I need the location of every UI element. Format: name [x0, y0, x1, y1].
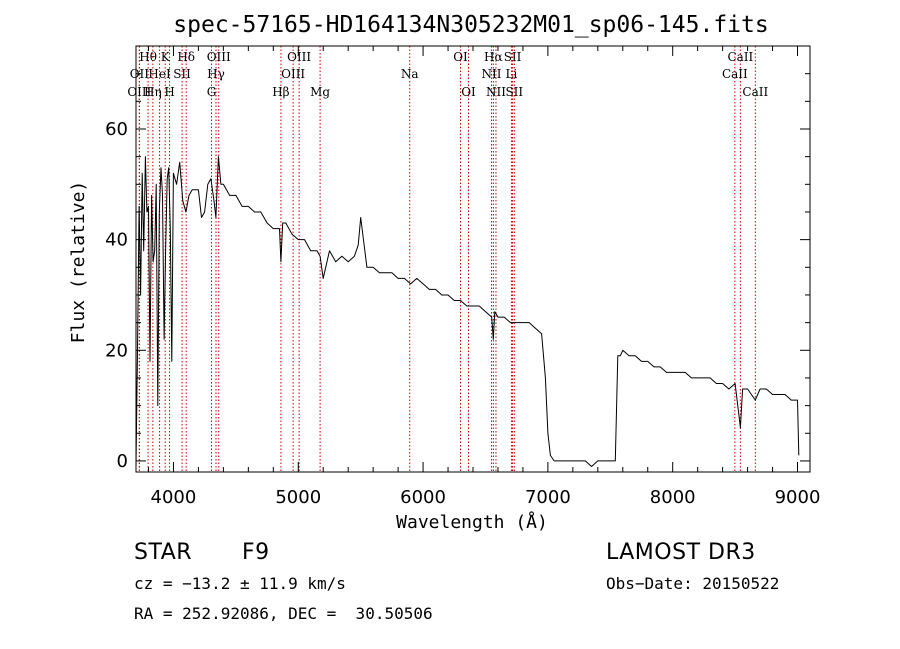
series-group — [135, 156, 800, 467]
line-marker-label: OIII — [287, 50, 311, 64]
line-marker-label: H — [164, 85, 174, 99]
line-marker-label: OIII — [127, 85, 151, 99]
line-marker-label: Hβ — [272, 85, 289, 99]
line-marker-label: Hη — [144, 85, 162, 99]
line-marker-label: SII — [504, 50, 522, 64]
obs-date: Obs−Date: 20150522 — [606, 574, 780, 593]
line-marker-label: Li — [506, 67, 518, 81]
x-axis-label: Wavelength (Å) — [396, 511, 548, 533]
x-tick-label: 8000 — [650, 487, 696, 508]
x-tick-label: 4000 — [151, 487, 197, 508]
object-type: STAR — [134, 540, 193, 565]
coordinates: RA = 252.92086, DEC = 30.50506 — [134, 604, 433, 623]
y-tick-label: 40 — [105, 230, 128, 251]
spectrum-line — [135, 156, 800, 467]
line-marker-label: OIII — [207, 50, 231, 64]
line-marker-label: Hα — [484, 50, 503, 64]
x-tick-label: 6000 — [400, 487, 446, 508]
survey-name: LAMOST DR3 — [606, 540, 756, 565]
x-tick-label: 5000 — [275, 487, 321, 508]
line-marker-label: G — [207, 85, 217, 99]
line-marker-label: CaII — [722, 67, 748, 81]
y-tick-label: 0 — [117, 451, 128, 472]
line-marker-label: OIII — [281, 67, 305, 81]
x-tick-label: 9000 — [775, 487, 821, 508]
plot-frame — [135, 45, 811, 473]
line-marker-label: SII — [505, 85, 523, 99]
x-tick-label: 7000 — [525, 487, 571, 508]
line-marker-label: Mg — [310, 85, 330, 99]
axes: 4000 5000 6000 7000 8000 9000 0 20 40 60 — [105, 45, 821, 508]
y-tick-label: 20 — [105, 340, 128, 361]
line-marker-label: CaII — [727, 50, 753, 64]
line-marker-label: OI — [453, 50, 468, 64]
line-marker-label: NII — [481, 67, 501, 81]
line-marker-label: HeI — [148, 67, 171, 81]
line-marker-label: Hδ — [177, 50, 195, 64]
y-axis-label: Flux (relative) — [68, 181, 89, 344]
spectrum-chart: spec-57165-HD164134N305232M01_sp06-145.f… — [68, 12, 821, 533]
redshift-cz: cz = −13.2 ± 11.9 km/s — [134, 574, 346, 593]
y-tick-label: 60 — [105, 119, 128, 140]
line-marker-label: NII — [486, 85, 506, 99]
line-marker-label: SII — [173, 67, 191, 81]
line-marker-label: K — [161, 50, 171, 64]
chart-title: spec-57165-HD164134N305232M01_sp06-145.f… — [173, 12, 768, 38]
line-marker-label: Hθ — [139, 50, 157, 64]
line-marker-label: OI — [461, 85, 476, 99]
line-marker-label: Na — [401, 67, 419, 81]
object-subclass: F9 — [242, 540, 270, 565]
line-markers — [138, 46, 756, 472]
line-marker-label: Hγ — [207, 67, 225, 81]
line-marker-label: CaII — [742, 85, 768, 99]
